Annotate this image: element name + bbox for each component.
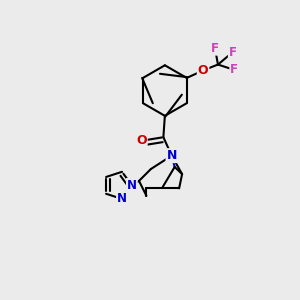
Text: N: N [127,179,137,192]
Text: N: N [167,149,177,162]
Text: O: O [136,134,147,147]
Text: N: N [117,192,127,206]
Text: F: F [211,42,219,55]
Text: O: O [198,64,208,77]
Text: F: F [230,63,238,76]
Text: F: F [229,46,237,59]
